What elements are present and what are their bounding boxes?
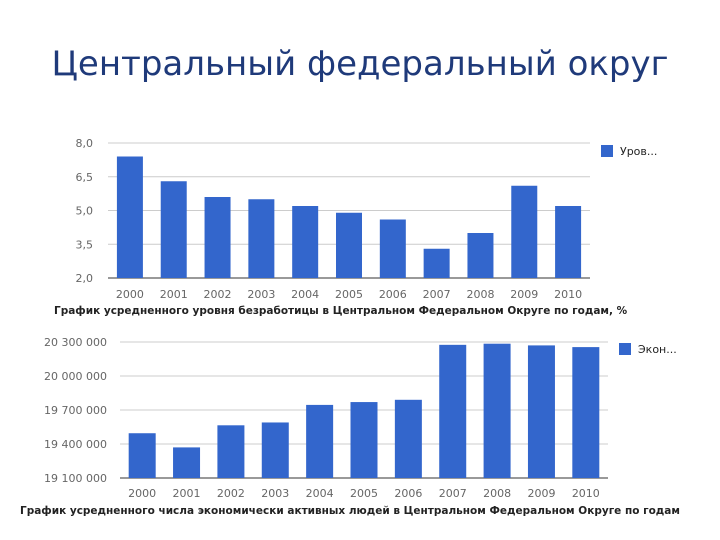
y-tick-label: 8,0 (76, 137, 94, 150)
bar (160, 181, 187, 278)
bar (511, 185, 538, 278)
legend-swatch (619, 343, 631, 355)
x-tick-label: 2008 (483, 487, 511, 500)
x-tick-label: 2000 (128, 487, 156, 500)
x-tick-label: 2000 (116, 288, 144, 301)
x-tick-label: 2007 (423, 288, 451, 301)
x-tick-label: 2003 (261, 487, 289, 500)
bar (379, 219, 406, 278)
x-tick-label: 2009 (510, 288, 538, 301)
x-tick-label: 2002 (204, 288, 232, 301)
bar (350, 402, 378, 478)
active-population-chart: 19 100 000 19 400 000 19 700 000 20 000 000… (44, 336, 677, 500)
bar (306, 404, 334, 478)
x-tick-label: 2004 (291, 288, 319, 301)
y-tick-label: 19 400 000 (44, 438, 107, 451)
bar (292, 206, 319, 278)
y-tick-label: 19 100 000 (44, 472, 107, 485)
bar (248, 199, 275, 278)
bar (423, 248, 450, 278)
y-tick-label: 2,0 (76, 272, 94, 285)
bar (572, 347, 600, 478)
bar (217, 425, 245, 478)
bar (173, 447, 201, 478)
x-tick-label: 2007 (439, 487, 467, 500)
x-tick-label: 2002 (217, 487, 245, 500)
x-tick-label: 2004 (306, 487, 334, 500)
bar (439, 344, 467, 478)
bar (483, 343, 511, 478)
unemployment-chart-caption: График усредненного уровня безработицы в… (54, 305, 628, 317)
bar (128, 433, 156, 478)
unemployment-chart: 2,0 3,5 5,0 6,5 8,0 2000 2001 2002 2003 2004 2005 2… (76, 137, 658, 301)
slide-title: Центральный федеральный округ (51, 44, 669, 84)
x-tick-label: 2006 (394, 487, 422, 500)
x-tick-label: 2009 (527, 487, 555, 500)
legend-swatch (601, 145, 613, 157)
bar (336, 212, 362, 278)
y-tick-label: 6,5 (76, 171, 94, 184)
x-tick-label: 2010 (572, 487, 600, 500)
bar (527, 345, 555, 478)
bar (394, 399, 422, 478)
x-tick-label: 2006 (379, 288, 407, 301)
x-tick-label: 2005 (350, 487, 378, 500)
x-tick-label: 2005 (335, 288, 363, 301)
legend-label: Уров... (620, 145, 657, 158)
bar (261, 422, 289, 478)
active-population-chart-caption: График усредненного числа экономически а… (20, 505, 680, 517)
bar (555, 206, 582, 278)
bar (116, 156, 143, 278)
y-tick-label: 19 700 000 (44, 404, 107, 417)
x-tick-label: 2010 (554, 288, 582, 301)
x-tick-label: 2003 (247, 288, 275, 301)
x-tick-label: 2001 (160, 288, 188, 301)
bar (467, 233, 494, 278)
y-tick-label: 3,5 (76, 238, 94, 251)
x-tick-label: 2001 (173, 487, 201, 500)
y-tick-label: 20 300 000 (44, 336, 107, 349)
x-tick-label: 2008 (466, 288, 494, 301)
legend-label: Экон... (638, 343, 677, 356)
bar (204, 197, 231, 278)
y-tick-label: 5,0 (76, 205, 94, 218)
y-tick-label: 20 000 000 (44, 370, 107, 383)
